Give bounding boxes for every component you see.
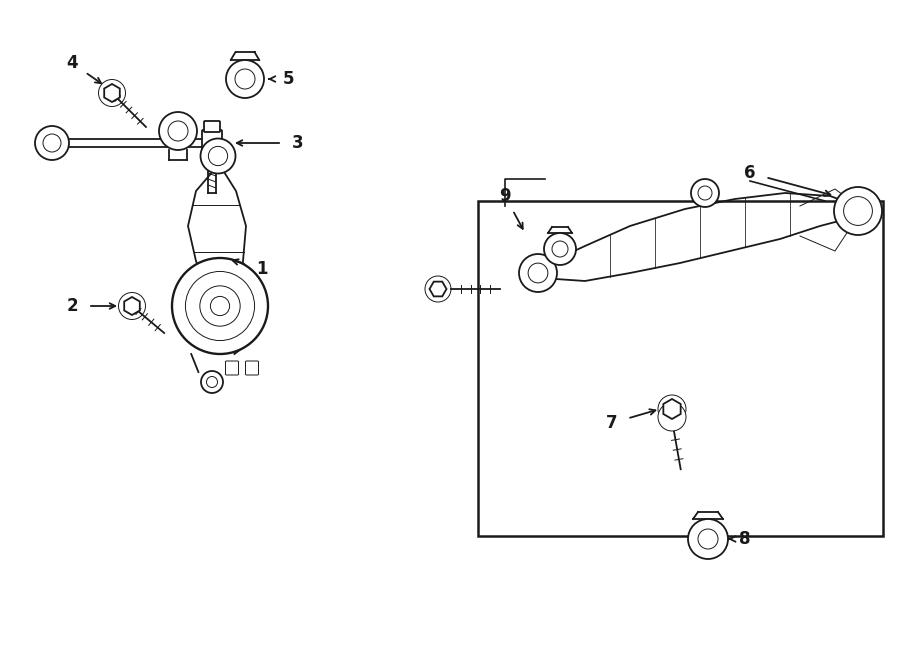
FancyBboxPatch shape [226, 361, 239, 375]
Bar [478, 201, 883, 536]
Text: 6: 6 [744, 164, 756, 182]
Polygon shape [124, 297, 140, 315]
Text: 7: 7 [607, 414, 617, 432]
Circle shape [159, 112, 197, 150]
Polygon shape [104, 84, 120, 102]
Text: 8: 8 [739, 530, 751, 548]
Circle shape [172, 258, 268, 354]
Polygon shape [663, 399, 680, 419]
Circle shape [691, 179, 719, 207]
Circle shape [544, 233, 576, 265]
Circle shape [201, 371, 223, 393]
Circle shape [834, 187, 882, 235]
FancyBboxPatch shape [246, 361, 258, 375]
Text: 9: 9 [500, 187, 511, 205]
Circle shape [226, 60, 264, 98]
Text: 3: 3 [292, 134, 304, 152]
FancyBboxPatch shape [202, 130, 222, 156]
Text: 5: 5 [283, 70, 293, 88]
FancyBboxPatch shape [204, 121, 220, 132]
Text: 1: 1 [256, 260, 268, 278]
Polygon shape [429, 282, 446, 296]
Circle shape [658, 403, 686, 431]
Circle shape [35, 126, 69, 160]
Circle shape [688, 519, 728, 559]
Text: 4: 4 [67, 54, 77, 72]
Circle shape [201, 139, 236, 173]
Circle shape [519, 254, 557, 292]
Text: 2: 2 [67, 297, 77, 315]
